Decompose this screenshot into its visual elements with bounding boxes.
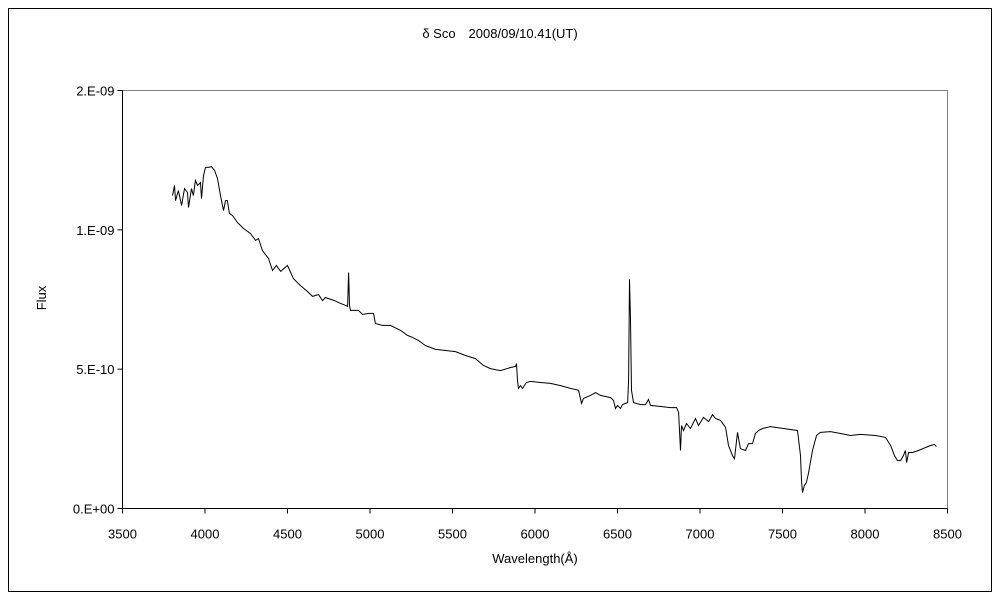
plot-area: [122, 90, 948, 509]
y-tick-label: 2.E-09: [76, 84, 114, 99]
x-tick-label: 5500: [438, 527, 467, 542]
series-line-spectrum: [172, 166, 937, 493]
y-axis-label: Flux: [34, 285, 49, 310]
x-tick-label: 4500: [273, 527, 302, 542]
x-tick-label: 3500: [108, 527, 137, 542]
y-tick-label: 0.E+00: [73, 502, 115, 517]
y-tick-label: 1.E-09: [76, 223, 114, 238]
series-group: [172, 166, 937, 493]
x-tick-label: 8500: [933, 527, 962, 542]
x-tick-label: 7500: [768, 527, 797, 542]
x-tick-label: 6500: [603, 527, 632, 542]
y-tick-label: 5.E-10: [76, 362, 114, 377]
x-tick-label: 6000: [521, 527, 550, 542]
x-tick-label: 4000: [191, 527, 220, 542]
x-tick-label: 7000: [686, 527, 715, 542]
x-axis: 3500 4000 4500 5000 5500 6000 6500 7000 7500 8000…: [108, 508, 962, 542]
x-tick-label: 8000: [851, 527, 880, 542]
x-tick-label: 5000: [356, 527, 385, 542]
y-axis: 0.E+00 5.E-10 1.E-09 2.E-09: [73, 84, 123, 517]
chart-title: δ Sco 2008/09/10.41(UT): [422, 26, 577, 41]
x-axis-label: Wavelength(Å): [492, 551, 578, 566]
